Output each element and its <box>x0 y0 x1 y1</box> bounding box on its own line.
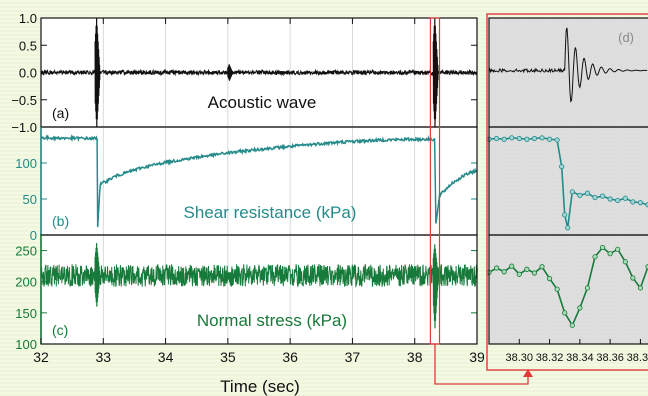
inset-x-tick-label: 38.38 <box>627 352 648 364</box>
y-tick-label: 100 <box>15 156 37 171</box>
y-tick-label: 1.0 <box>19 11 37 26</box>
y-tick-label: 0.0 <box>19 66 37 81</box>
signal-burst <box>94 17 101 128</box>
inset-normal-point <box>584 285 591 291</box>
inset-shear-point <box>546 136 553 142</box>
shear-resistance-line <box>40 133 478 228</box>
signal-burst <box>432 17 439 128</box>
panel-title: Shear resistance (kPa) <box>184 203 357 222</box>
y-tick-label: 100 <box>15 337 37 352</box>
inset-normal-point <box>524 266 530 272</box>
inset-shear-point <box>559 164 565 170</box>
inset-normal-point <box>516 271 522 277</box>
x-tick-label: 34 <box>158 349 174 365</box>
inset-normal-point <box>592 254 598 260</box>
inset-x-tick-label: 38.34 <box>566 352 594 364</box>
inset-shear-point <box>622 195 628 201</box>
inset-panel-frame <box>488 234 648 345</box>
inset-normal-point <box>539 264 545 270</box>
inset-shear-point <box>524 136 530 142</box>
y-tick-label: 250 <box>15 244 37 259</box>
inset-acoustic-line <box>488 27 648 103</box>
inset-shear-point <box>630 199 636 205</box>
y-tick-label: 200 <box>15 275 37 290</box>
inset-normal-line <box>488 246 648 328</box>
signal-burst <box>94 243 101 307</box>
y-tick-label: −0.5 <box>11 93 37 108</box>
x-tick-label: 35 <box>220 349 236 365</box>
inset-shear-point <box>501 136 507 142</box>
inset-shear-point <box>637 200 644 206</box>
x-axis-label: Time (sec) <box>220 377 300 396</box>
inset-normal-point <box>562 310 568 316</box>
inset-shear-point <box>554 137 560 143</box>
inset-shear-point <box>509 135 515 141</box>
x-tick-label: 38 <box>407 349 423 365</box>
inset-normal-point <box>509 263 515 269</box>
inset-normal-point <box>577 305 583 311</box>
inset-normal-point <box>531 270 538 276</box>
main-chart: 1.0 0.5 0.0 −0.5 −1.0 (a) Acoustic wave 0 50 100 (… <box>11 11 485 365</box>
inset-shear-point <box>599 193 606 199</box>
inset-x-tick-label: 38.30 <box>506 352 534 364</box>
panel-label: (c) <box>52 322 68 338</box>
y-tick-label: 150 <box>15 306 37 321</box>
inset-border <box>486 13 648 371</box>
x-axis: 32 33 34 35 36 37 38 39 <box>33 18 485 365</box>
inset-shear-point <box>562 212 568 218</box>
inset-normal-point <box>615 246 621 252</box>
inset-shear-point <box>592 194 598 201</box>
inset-panel-label: (d) <box>618 30 634 45</box>
inset-panel-background <box>489 235 648 344</box>
inset-normal-point <box>493 265 500 271</box>
panel-label: (a) <box>52 105 69 121</box>
panel-label: (b) <box>52 213 69 229</box>
zoom-connector <box>434 344 533 385</box>
inset-normal-point <box>637 285 644 291</box>
inset-normal-point <box>622 259 628 265</box>
inset-shear-point <box>539 135 545 141</box>
inset-x-tick-label: 38.32 <box>536 352 564 364</box>
inset-shear-point <box>493 135 500 142</box>
y-tick-label: 50 <box>23 192 37 207</box>
inset-normal-point <box>501 269 507 275</box>
inset-shear-point <box>607 196 613 202</box>
x-tick-label: 32 <box>33 349 49 365</box>
x-tick-label: 36 <box>282 349 298 365</box>
inset-normal-point <box>546 275 553 282</box>
inset-normal-point <box>630 275 636 281</box>
inset-normal-point <box>599 244 606 251</box>
x-tick-label: 37 <box>345 349 361 365</box>
inset-shear-point <box>577 192 583 198</box>
inset-x-tick-label: 38.36 <box>596 352 624 364</box>
x-tick-label: 39 <box>469 349 485 365</box>
panel-title: Acoustic wave <box>208 93 317 112</box>
inset-normal-point <box>569 322 575 328</box>
y-tick-label: −1.0 <box>11 120 37 135</box>
inset-normal-point <box>554 286 560 292</box>
panel-title: Normal stress (kPa) <box>197 311 347 330</box>
y-tick-label: 0 <box>30 228 37 243</box>
inset-shear-point <box>531 135 538 142</box>
inset-shear-point <box>565 225 571 231</box>
signal-burst <box>227 64 234 81</box>
normal-stress-line <box>40 263 478 288</box>
x-tick-label: 33 <box>95 349 111 365</box>
connector-arrowhead <box>523 369 533 377</box>
connector-line <box>434 344 529 385</box>
inset-shear-point <box>569 189 575 195</box>
inset-shear-point <box>615 197 621 204</box>
inset-normal-point <box>607 251 613 257</box>
panel-c: 250 200 150 100 (c) Normal stress (kPa) <box>15 234 478 352</box>
signal-burst <box>432 244 439 329</box>
inset-shear-point <box>584 190 591 196</box>
inset-shear-point <box>516 135 522 142</box>
y-tick-label: 0.5 <box>19 38 37 53</box>
acoustic-wave-line <box>40 68 478 77</box>
